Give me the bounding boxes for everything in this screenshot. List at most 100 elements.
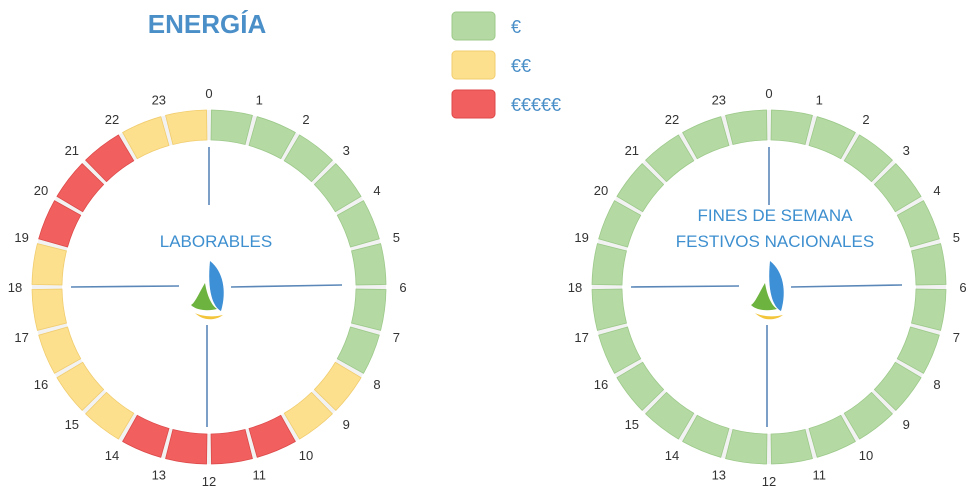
clock-laborables: 0 1234567891011121314151617181920212223LA… xyxy=(8,86,407,489)
hour-label-7: 7 xyxy=(953,330,960,345)
hour-label-7: 7 xyxy=(393,330,400,345)
hour-label-11: 11 xyxy=(252,467,266,482)
hour-segment-16-cheap xyxy=(598,326,642,374)
hour-segment-0-cheap xyxy=(770,109,813,145)
hour-segment-8-mid xyxy=(313,361,362,411)
hour-segment-11-expensive xyxy=(210,429,253,465)
ring-track xyxy=(592,110,946,464)
hour-label-19: 19 xyxy=(574,230,588,245)
hour-label-23: 23 xyxy=(712,93,726,108)
hour-label-12: 12 xyxy=(202,474,216,489)
hour-label-3: 3 xyxy=(343,143,350,158)
hour-segment-17-mid xyxy=(31,288,67,331)
hour-segment-10-cheap xyxy=(808,414,856,458)
hour-label-13: 13 xyxy=(152,467,166,482)
hour-segment-20-expensive xyxy=(56,163,105,213)
hour-label-17: 17 xyxy=(14,330,28,345)
hour-label-10: 10 xyxy=(859,448,873,463)
hour-label-20: 20 xyxy=(34,183,48,198)
hour-label-22: 22 xyxy=(105,112,119,127)
axis-line-left xyxy=(70,285,180,288)
hour-segment-7-cheap xyxy=(896,326,940,374)
hour-segment-14-mid xyxy=(85,391,135,440)
hour-segment-11-cheap xyxy=(770,429,813,465)
hour-label-0: 0 xyxy=(205,86,212,101)
hour-segment-18-cheap xyxy=(591,243,627,286)
hour-segment-14-cheap xyxy=(645,391,695,440)
hour-label-14: 14 xyxy=(105,448,119,463)
hour-segment-9-cheap xyxy=(843,391,893,440)
hour-segment-6-cheap xyxy=(911,288,947,331)
hour-label-2: 2 xyxy=(302,112,309,127)
hour-segment-8-cheap xyxy=(873,361,922,411)
hour-label-18: 18 xyxy=(8,280,22,295)
hour-label-16: 16 xyxy=(34,377,48,392)
hour-label-6: 6 xyxy=(959,280,966,295)
hour-segment-3-cheap xyxy=(313,163,362,213)
hour-segment-0-cheap xyxy=(210,109,253,145)
hour-label-21: 21 xyxy=(625,143,639,158)
hour-segment-12-expensive xyxy=(165,429,208,465)
hour-segment-15-mid xyxy=(56,361,105,411)
hour-segment-4-cheap xyxy=(336,200,380,248)
hour-segment-5-cheap xyxy=(911,243,947,286)
hour-label-0: 0 xyxy=(765,86,772,101)
hour-label-1: 1 xyxy=(816,93,823,108)
hour-segment-21-expensive xyxy=(85,134,135,183)
hour-segment-1-cheap xyxy=(808,116,856,160)
legend-label-mid: €€ xyxy=(511,56,531,76)
legend-label-cheap: € xyxy=(511,17,521,37)
hour-segment-18-mid xyxy=(31,243,67,286)
hour-label-19: 19 xyxy=(14,230,28,245)
hour-segment-15-cheap xyxy=(616,361,665,411)
hour-label-15: 15 xyxy=(625,417,639,432)
hour-label-10: 10 xyxy=(299,448,313,463)
hour-label-9: 9 xyxy=(343,417,350,432)
hour-label-9: 9 xyxy=(903,417,910,432)
legend-label-expensive: €€€€€ xyxy=(511,95,561,115)
hour-segment-20-cheap xyxy=(616,163,665,213)
hour-label-11: 11 xyxy=(812,467,826,482)
hour-label-3: 3 xyxy=(903,143,910,158)
hour-segment-19-cheap xyxy=(598,200,642,248)
hour-label-23: 23 xyxy=(152,93,166,108)
clock-center-label-line-0: LABORABLES xyxy=(160,232,272,251)
clock-center-label-line-0: FINES DE SEMANA xyxy=(698,206,854,225)
legend-swatch-mid xyxy=(451,50,496,80)
hour-label-15: 15 xyxy=(65,417,79,432)
clock-center-label-line-1: FESTIVOS NACIONALES xyxy=(676,232,874,251)
axis-line-left xyxy=(630,285,740,288)
hour-segment-19-expensive xyxy=(38,200,82,248)
hour-segment-23-cheap xyxy=(725,109,768,145)
hour-label-17: 17 xyxy=(574,330,588,345)
hour-label-5: 5 xyxy=(953,230,960,245)
hour-segment-17-cheap xyxy=(591,288,627,331)
hour-label-20: 20 xyxy=(594,183,608,198)
hour-label-5: 5 xyxy=(393,230,400,245)
hour-label-2: 2 xyxy=(862,112,869,127)
hour-segment-7-cheap xyxy=(336,326,380,374)
hour-label-14: 14 xyxy=(665,448,679,463)
hour-segment-1-cheap xyxy=(248,116,296,160)
hour-segment-4-cheap xyxy=(896,200,940,248)
hour-label-4: 4 xyxy=(933,183,940,198)
hour-segment-6-cheap xyxy=(351,288,387,331)
page-title: ENERGÍA xyxy=(148,9,267,39)
hour-segment-9-mid xyxy=(283,391,333,440)
company-logo-icon xyxy=(191,261,224,320)
ring-track xyxy=(32,110,386,464)
hour-label-8: 8 xyxy=(373,377,380,392)
hour-segment-2-cheap xyxy=(283,134,333,183)
hour-segment-5-cheap xyxy=(351,243,387,286)
axis-line-right xyxy=(790,284,903,288)
hour-label-16: 16 xyxy=(594,377,608,392)
hour-label-8: 8 xyxy=(933,377,940,392)
hour-label-22: 22 xyxy=(665,112,679,127)
hour-label-13: 13 xyxy=(712,467,726,482)
hour-segment-12-cheap xyxy=(725,429,768,465)
hour-label-4: 4 xyxy=(373,183,380,198)
hour-label-1: 1 xyxy=(256,93,263,108)
hour-segment-13-cheap xyxy=(682,414,730,458)
hour-label-18: 18 xyxy=(568,280,582,295)
